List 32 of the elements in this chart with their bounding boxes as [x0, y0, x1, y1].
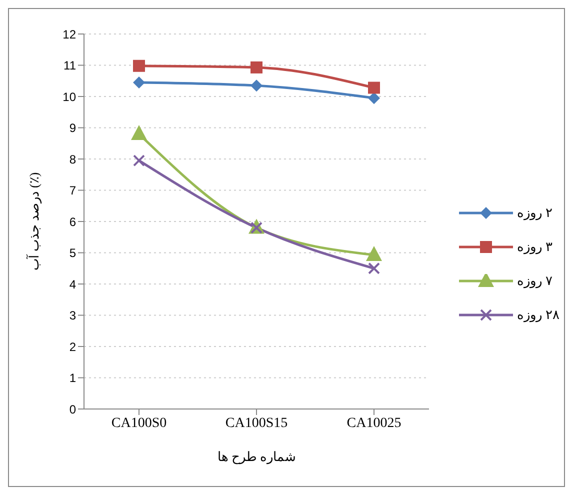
y-tick-label: 2: [69, 340, 76, 354]
point: [131, 125, 147, 140]
legend-label: ۲۸ روزه: [517, 307, 560, 323]
point: [133, 154, 145, 167]
y-tick-label: 6: [69, 214, 76, 229]
point: [250, 61, 262, 74]
y-tick-label: 11: [64, 58, 76, 73]
x-tick-label: CA100S0: [111, 416, 167, 431]
y-tick-label: 4: [69, 277, 76, 292]
y-tick-label: 3: [69, 308, 76, 323]
point: [368, 262, 380, 274]
y-tick-label: 7: [69, 184, 76, 198]
point: [133, 76, 145, 88]
legend-label: ۲ روزه: [517, 205, 552, 221]
legend-label: ۷ روزه: [517, 273, 552, 289]
point: [368, 92, 380, 104]
x-axis-title: شماره طرح ها: [217, 449, 296, 465]
point: [366, 246, 382, 261]
point: [250, 80, 262, 92]
y-tick-label: 8: [69, 152, 76, 166]
y-tick-label: 1: [69, 371, 76, 386]
x-tick-label: CA10025: [346, 416, 402, 431]
x-tick-label: CA100S15: [225, 416, 288, 431]
y-tick-label: 10: [62, 90, 76, 104]
y-tick-label: 9: [69, 121, 76, 136]
y-tick-label: 12: [62, 27, 76, 42]
y-tick-label: 0: [69, 402, 76, 416]
y-axis-title: درصد جذب آب (٪): [26, 172, 43, 271]
point: [368, 82, 380, 94]
legend-label: ۳ روزه: [517, 239, 552, 255]
y-tick-label: 5: [69, 246, 76, 260]
point: [133, 60, 145, 72]
